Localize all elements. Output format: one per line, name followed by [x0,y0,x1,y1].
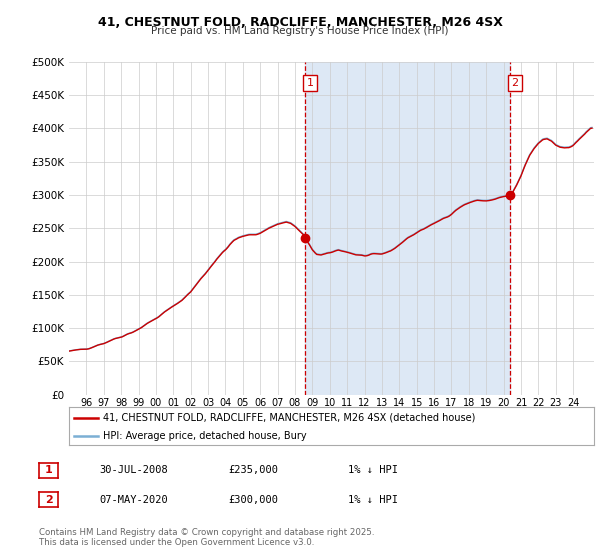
Text: 2: 2 [45,494,52,505]
Text: 07-MAY-2020: 07-MAY-2020 [99,494,168,505]
Text: £300,000: £300,000 [228,494,278,505]
Text: Price paid vs. HM Land Registry's House Price Index (HPI): Price paid vs. HM Land Registry's House … [151,26,449,36]
Text: 41, CHESTNUT FOLD, RADCLIFFE, MANCHESTER, M26 4SX: 41, CHESTNUT FOLD, RADCLIFFE, MANCHESTER… [98,16,502,29]
Text: 1: 1 [45,465,52,475]
Text: 41, CHESTNUT FOLD, RADCLIFFE, MANCHESTER, M26 4SX (detached house): 41, CHESTNUT FOLD, RADCLIFFE, MANCHESTER… [103,413,476,423]
Text: This data is licensed under the Open Government Licence v3.0.: This data is licensed under the Open Gov… [39,538,314,547]
Text: 1% ↓ HPI: 1% ↓ HPI [348,494,398,505]
Text: 30-JUL-2008: 30-JUL-2008 [99,465,168,475]
Text: £235,000: £235,000 [228,465,278,475]
Text: 1: 1 [307,78,314,88]
Text: 2: 2 [512,78,518,88]
Bar [305,62,510,395]
Text: Contains HM Land Registry data © Crown copyright and database right 2025.: Contains HM Land Registry data © Crown c… [39,528,374,536]
Text: 1% ↓ HPI: 1% ↓ HPI [348,465,398,475]
Text: HPI: Average price, detached house, Bury: HPI: Average price, detached house, Bury [103,431,307,441]
